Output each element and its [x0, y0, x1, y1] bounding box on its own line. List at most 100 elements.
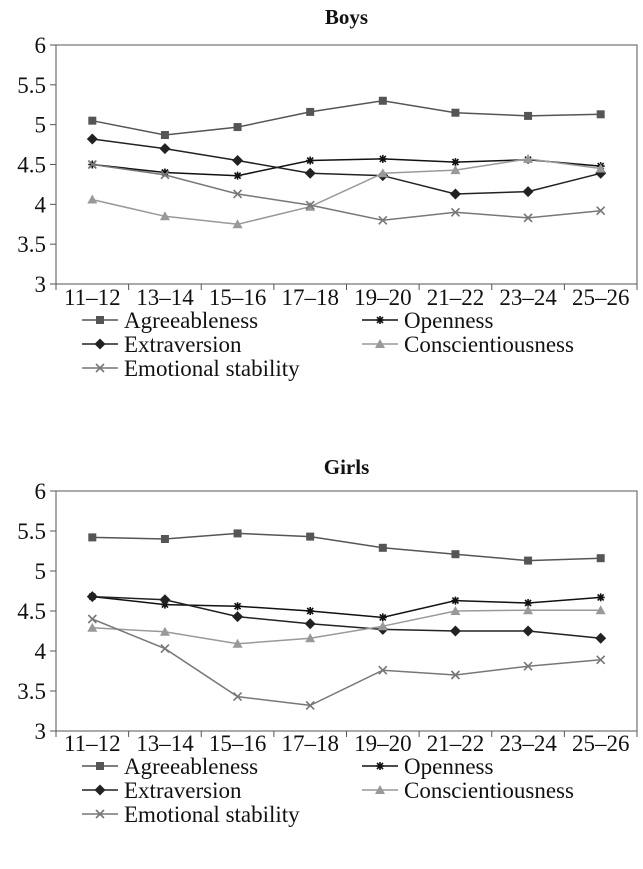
extraversion-point — [86, 591, 98, 603]
emotional-stability-point — [160, 644, 170, 654]
legend-swatch-marker — [376, 762, 384, 770]
extraversion-point — [304, 167, 316, 179]
x-tick-label: 25–26 — [572, 285, 630, 310]
openness-point — [451, 596, 460, 605]
extraversion-point — [522, 625, 534, 637]
x-tick-label: 25–26 — [572, 731, 630, 756]
emotional-stability-point — [596, 655, 606, 665]
extraversion-line — [92, 138, 601, 195]
agreeableness-point — [233, 123, 242, 132]
openness-line — [92, 595, 601, 619]
agreeableness-point — [378, 96, 387, 105]
girls-chart: Girls 3 3.5 4 4.5 5 5.5 6 11–12 13–14 15–16 17–18 19… — [17, 455, 638, 827]
conscientiousness-point — [450, 606, 461, 615]
legend-label: Emotional stability — [124, 356, 300, 381]
agreeableness-line — [92, 532, 601, 562]
emotional-stability-line — [92, 163, 601, 222]
x-tick-label: 17–18 — [281, 285, 339, 310]
agreeableness-line — [92, 100, 601, 136]
x-tick-label: 17–18 — [281, 731, 339, 756]
conscientiousness-point — [159, 626, 170, 636]
emotional-stability-point — [378, 215, 388, 225]
y-tick-label: 3.5 — [17, 232, 46, 257]
emotional-stability-line — [92, 618, 601, 707]
y-tick-label: 5.5 — [17, 73, 46, 98]
boys-legend: Agreeableness Openness Extraversion Conscie… — [82, 308, 574, 381]
agreeableness-point — [88, 116, 97, 125]
series-extraversion — [86, 133, 607, 200]
legend-label: Extraversion — [124, 778, 242, 803]
conscientiousness-point — [87, 194, 98, 204]
conscientiousness-point — [377, 621, 388, 631]
conscientiousness-point — [523, 605, 534, 615]
agreeableness-point — [160, 535, 169, 543]
openness-point — [451, 158, 460, 167]
openness-point — [378, 613, 387, 622]
girls-chart-title: Girls — [324, 455, 370, 479]
legend-item-extraversion: Extraversion — [82, 332, 242, 357]
y-tick-label: 5 — [35, 113, 47, 138]
extraversion-point — [86, 133, 98, 145]
emotional-stability-point — [450, 670, 461, 680]
emotional-stability-point — [523, 661, 533, 671]
conscientiousness-point — [595, 163, 606, 173]
emotional-stability-point — [87, 159, 97, 170]
legend-swatch-marker — [96, 762, 104, 770]
series-agreeableness — [88, 96, 605, 140]
legend-label: Openness — [404, 308, 493, 333]
y-tick-label: 4 — [35, 639, 47, 664]
emotional-stability-point — [87, 614, 97, 624]
legend-label: Openness — [404, 754, 493, 779]
x-tick-label: 15–16 — [209, 731, 267, 756]
agreeableness-point — [596, 554, 605, 563]
extraversion-point — [159, 143, 171, 155]
legend-swatch-marker — [95, 809, 105, 819]
extraversion-point — [159, 594, 171, 606]
agreeableness-point — [88, 533, 97, 542]
emotional-stability-point — [232, 692, 243, 702]
x-tick-label: 23–24 — [499, 731, 557, 756]
extraversion-point — [232, 155, 244, 167]
conscientiousness-point — [232, 638, 243, 648]
legend-item-openness: Openness — [362, 754, 493, 779]
legend-item-emotional-stability: Emotional stability — [82, 802, 300, 827]
emotional-stability-point — [378, 665, 388, 675]
extraversion-point — [232, 611, 244, 623]
emotional-stability-point — [305, 200, 315, 210]
series-extraversion — [86, 591, 607, 644]
conscientiousness-point — [159, 211, 170, 221]
emotional-stability-point — [450, 207, 461, 217]
y-tick-label: 5.5 — [17, 519, 46, 544]
conscientiousness-point — [305, 633, 316, 643]
x-tick-label: 15–16 — [209, 285, 267, 310]
agreeableness-point — [306, 532, 315, 541]
agreeableness-point — [160, 131, 169, 140]
x-tick-label: 21–22 — [427, 731, 485, 756]
agreeableness-point — [524, 111, 533, 120]
y-tick-label: 6 — [35, 479, 47, 504]
legend-item-conscientiousness: Conscientiousness — [362, 332, 574, 357]
x-tick-label: 11–12 — [64, 731, 121, 756]
openness-point — [306, 607, 315, 615]
y-tick-label: 5 — [35, 559, 47, 584]
extraversion-point — [449, 625, 461, 637]
conscientiousness-point — [595, 605, 606, 615]
emotional-stability-point — [305, 700, 315, 710]
x-tick-label: 21–22 — [427, 285, 485, 310]
extraversion-point — [449, 188, 461, 200]
extraversion-point — [522, 186, 534, 198]
legend-label: Conscientiousness — [404, 778, 574, 803]
conscientiousness-point — [87, 622, 98, 632]
legend-label: Agreeableness — [124, 308, 258, 333]
legend-swatch-marker — [94, 784, 106, 796]
series-conscientiousness — [87, 605, 606, 648]
legend-item-conscientiousness: Conscientiousness — [362, 778, 574, 803]
legend-swatch-marker — [375, 785, 385, 794]
y-tick-label: 4 — [35, 192, 47, 217]
legend-item-agreeableness: Agreeableness — [82, 308, 258, 333]
openness-point — [306, 156, 315, 165]
legend-swatch-marker — [94, 338, 106, 350]
emotional-stability-point — [232, 189, 243, 199]
agreeableness-point — [451, 108, 460, 117]
